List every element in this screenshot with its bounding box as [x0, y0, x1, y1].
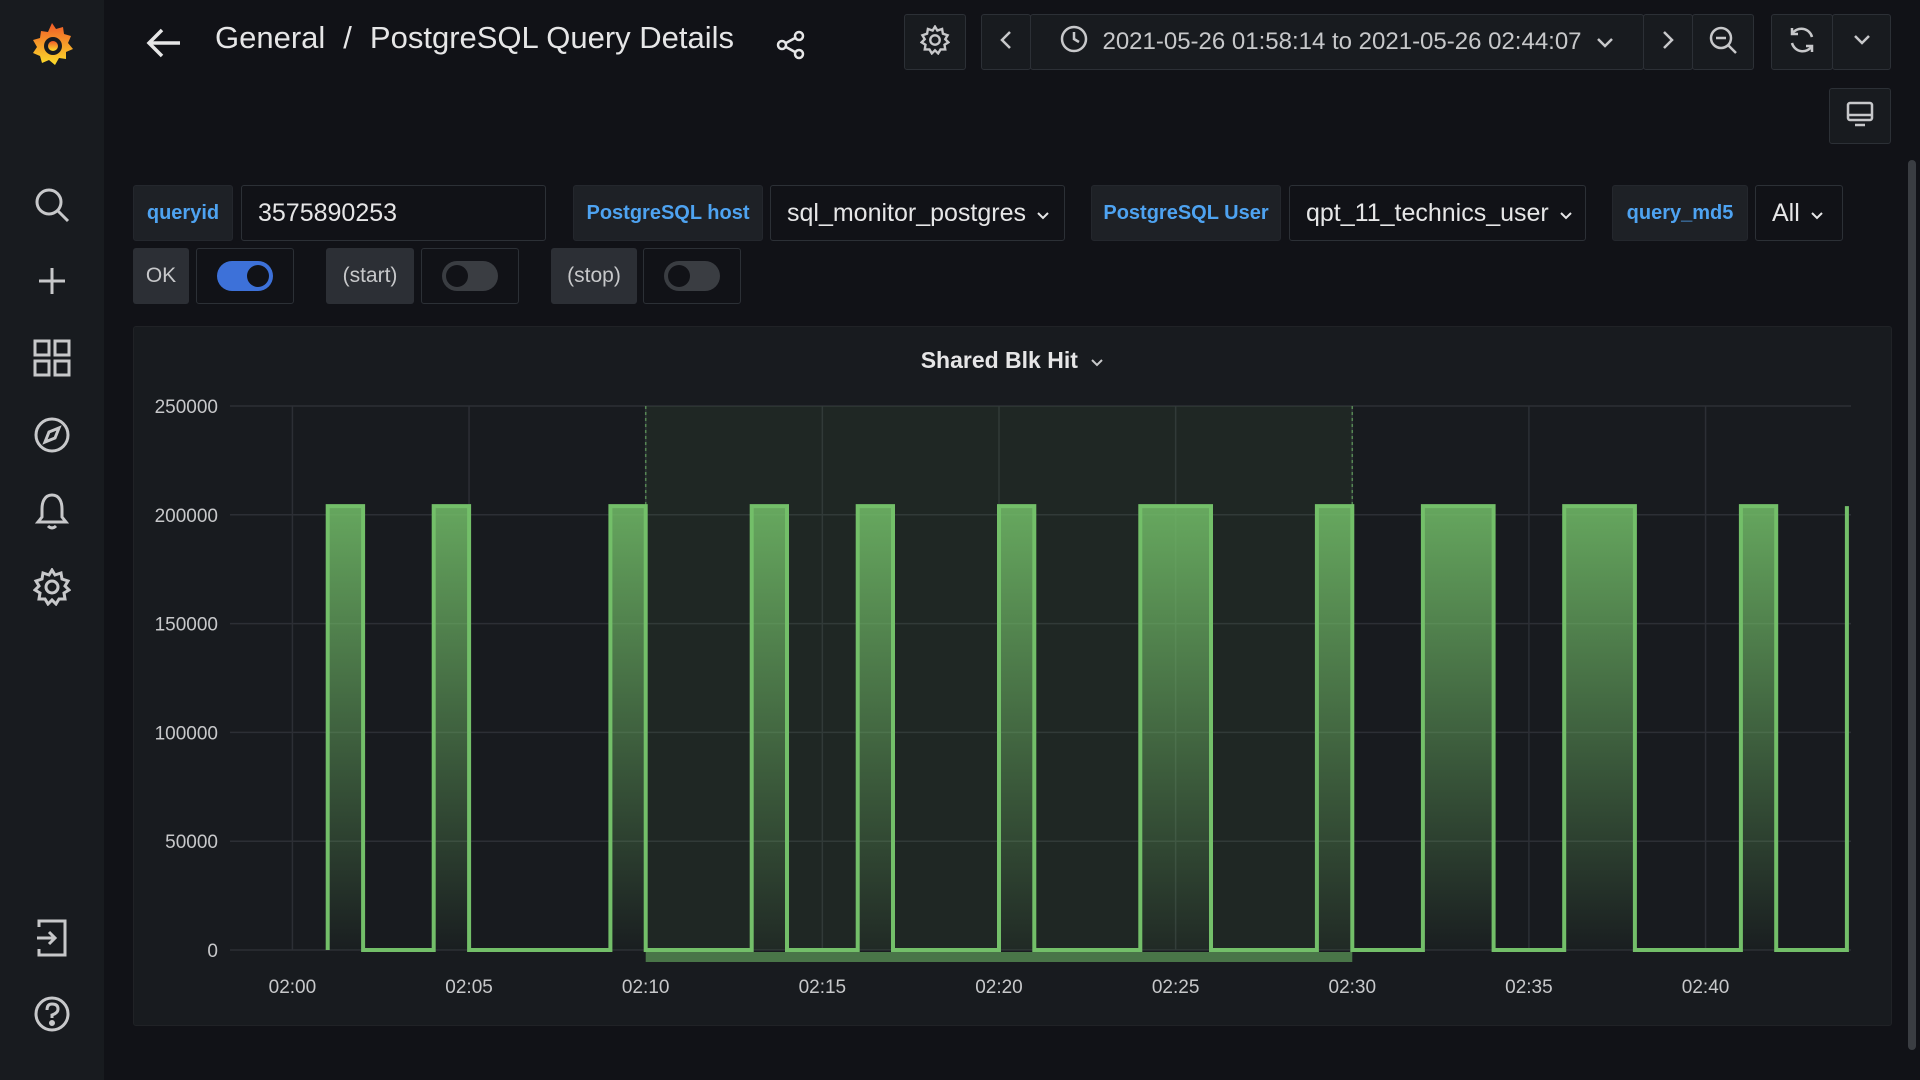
chart-canvas[interactable]: 250000 200000 150000 100000 50000 0 02:00 02:05… [134, 327, 1893, 1027]
x-tick-label: 02:05 [445, 977, 493, 998]
time-range-picker[interactable]: 2021-05-26 01:58:14 to 2021-05-26 02:44:… [1030, 14, 1644, 70]
refresh-interval-dropdown[interactable] [1832, 14, 1891, 70]
graph-panel: Shared Blk Hit 250000 200000 150000 100000 5… [133, 326, 1892, 1026]
user-value: qpt_11_technics_user [1306, 198, 1549, 227]
user-select[interactable]: qpt_11_technics_user [1289, 185, 1586, 241]
breadcrumb-separator: / [343, 20, 352, 55]
user-variable-label: PostgreSQL User [1091, 185, 1281, 241]
md5-value: All [1772, 198, 1800, 227]
annotation-ok-toggle[interactable] [196, 248, 294, 304]
x-tick-label: 02:15 [799, 977, 847, 998]
zoom-out-icon [1708, 25, 1738, 60]
chevron-down-icon [1090, 347, 1104, 373]
y-tick-label: 250000 [155, 397, 218, 418]
chevron-down-icon [1559, 199, 1573, 228]
tv-mode-button[interactable] [1829, 88, 1891, 144]
dashboards-grid-icon[interactable] [27, 333, 77, 383]
create-plus-icon[interactable] [27, 256, 77, 306]
dashboard-title[interactable]: PostgreSQL Query Details [369, 20, 735, 55]
time-shift-forward-button[interactable] [1643, 14, 1693, 70]
annotation-stop-label: (stop) [551, 248, 637, 304]
grafana-logo-icon[interactable] [27, 19, 77, 69]
queryid-variable-label: queryid [133, 185, 233, 241]
side-menu [0, 0, 104, 1080]
y-tick-label: 50000 [165, 832, 218, 853]
md5-variable-label: query_md5 [1612, 185, 1748, 241]
gear-icon [919, 23, 951, 60]
sign-in-icon[interactable] [27, 913, 77, 963]
back-arrow-icon[interactable] [146, 27, 182, 64]
y-tick-label: 200000 [155, 506, 218, 527]
toggle-switch-off [442, 261, 498, 291]
x-tick-label: 02:35 [1505, 977, 1553, 998]
host-variable-label: PostgreSQL host [573, 185, 763, 241]
chevron-down-icon [1596, 28, 1614, 56]
toggle-switch-on [217, 261, 273, 291]
annotation-stop-toggle[interactable] [643, 248, 741, 304]
queryid-input[interactable]: 3575890253 [241, 185, 546, 241]
help-icon[interactable] [27, 989, 77, 1039]
chevron-down-icon [1810, 199, 1824, 228]
highlight-bar[interactable] [645, 952, 1353, 962]
series-area [327, 506, 1847, 950]
chevron-down-icon [1853, 33, 1871, 51]
toggle-switch-off [664, 261, 720, 291]
explore-compass-icon[interactable] [27, 410, 77, 460]
refresh-button[interactable] [1771, 14, 1833, 70]
x-tick-label: 02:30 [1329, 977, 1377, 998]
host-value: sql_monitor_postgres [787, 198, 1027, 227]
y-tick-label: 0 [207, 941, 218, 962]
refresh-icon [1787, 25, 1817, 60]
panel-header[interactable]: Shared Blk Hit [134, 347, 1891, 374]
clock-icon [1060, 25, 1088, 60]
x-tick-label: 02:00 [269, 977, 317, 998]
x-tick-label: 02:20 [975, 977, 1023, 998]
md5-select[interactable]: All [1755, 185, 1843, 241]
dashboard-settings-button[interactable] [904, 14, 966, 70]
annotation-start-toggle[interactable] [421, 248, 519, 304]
search-icon[interactable] [27, 180, 77, 230]
series-line[interactable] [325, 504, 1849, 952]
queryid-value: 3575890253 [258, 198, 398, 227]
annotation-ok-label: OK [133, 248, 189, 304]
x-tick-label: 02:25 [1152, 977, 1200, 998]
zoom-out-button[interactable] [1692, 14, 1754, 70]
y-tick-label: 150000 [155, 615, 218, 636]
panel-title: Shared Blk Hit [920, 347, 1078, 373]
time-shift-back-button[interactable] [981, 14, 1031, 70]
host-select[interactable]: sql_monitor_postgres [770, 185, 1065, 241]
breadcrumb: General / PostgreSQL Query Details [215, 20, 734, 56]
x-tick-label: 02:40 [1682, 977, 1730, 998]
chevron-left-icon [999, 30, 1013, 55]
alerting-bell-icon[interactable] [27, 486, 77, 536]
y-tick-label: 100000 [155, 723, 218, 744]
monitor-icon [1845, 100, 1875, 133]
page-scrollbar[interactable] [1908, 160, 1916, 1050]
chevron-down-icon [1036, 199, 1050, 228]
x-tick-label: 02:10 [622, 977, 670, 998]
chevron-right-icon [1661, 30, 1675, 55]
share-icon[interactable] [776, 30, 806, 65]
annotation-start-label: (start) [326, 248, 414, 304]
time-range-label: 2021-05-26 01:58:14 to 2021-05-26 02:44:… [1102, 28, 1582, 55]
breadcrumb-folder-link[interactable]: General [215, 20, 326, 55]
configuration-gear-icon[interactable] [27, 562, 77, 612]
